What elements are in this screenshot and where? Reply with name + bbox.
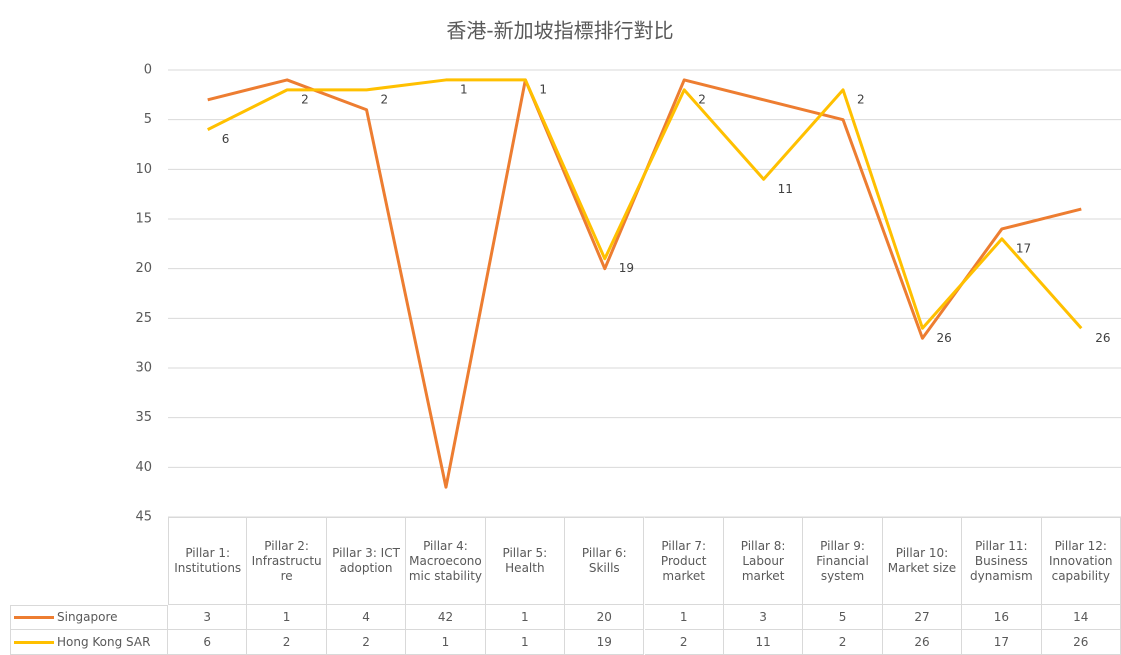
data-label: 6 [222,132,230,146]
y-tick-label: 35 [135,410,152,425]
table-cell: 4 [326,605,407,630]
chart-title: 香港-新加坡指標排行對比 [446,19,673,43]
data-label: 1 [460,82,468,96]
y-tick-label: 15 [135,212,152,227]
table-header: Pillar 6: Skills [565,517,645,605]
y-tick-label: 45 [135,510,152,525]
table-cell: 2 [644,630,724,655]
table-cell: 1 [485,605,566,630]
y-tick-label: 10 [135,162,152,177]
data-label: 26 [1095,331,1110,345]
table-cell: 2 [803,630,883,655]
data-label: 2 [857,92,865,106]
table-cell: 2 [326,630,407,655]
y-tick-label: 20 [135,261,152,276]
table-header: Pillar 1: Institutions [168,517,248,605]
table-header: Pillar 11: Business dynamism [962,517,1042,605]
table-cell: 17 [962,630,1042,655]
table-header: Pillar 12: Innovation capability [1041,517,1121,605]
table-header: Pillar 10: Market size [882,517,963,605]
y-tick-label: 25 [135,311,152,326]
table-header: Pillar 7: Product market [644,517,724,605]
data-label: 11 [778,182,793,196]
table-header: Pillar 3: ICT adoption [326,517,407,605]
table-cell: 1 [485,630,566,655]
table-header: Pillar 9: Financial system [803,517,883,605]
table-header: Pillar 5: Health [485,517,566,605]
table-cell: 16 [962,605,1042,630]
table-cell: 14 [1041,605,1121,630]
table-header: Pillar 2: Infrastructure [247,517,327,605]
data-label: 26 [936,331,951,345]
table-cell: 5 [803,605,883,630]
table-cell: 1 [247,605,327,630]
data-label: 2 [381,92,389,106]
table-cell: 3 [168,605,248,630]
table-cell: 19 [565,630,645,655]
data-label: 17 [1016,241,1031,255]
y-tick-label: 0 [144,63,152,78]
table-cell: 20 [565,605,645,630]
table-header: Pillar 8: Labour market [723,517,804,605]
table-cell: 26 [882,630,963,655]
y-tick-label: 40 [135,460,152,475]
legend-entry: Hong Kong SAR [10,630,168,655]
y-tick-label: 30 [135,361,152,376]
table-cell: 1 [644,605,724,630]
table-cell: 42 [406,605,486,630]
table-cell: 6 [168,630,248,655]
legend-entry: Singapore [10,605,168,630]
line-series [207,78,1082,489]
table-cell: 3 [723,605,804,630]
line-series [207,78,1083,330]
table-cell: 2 [247,630,327,655]
table-cell: 27 [882,605,963,630]
data-label: 2 [301,92,309,106]
y-tick-label: 5 [144,112,152,127]
table-cell: 11 [723,630,804,655]
data-label: 19 [619,261,634,275]
table-cell: 1 [406,630,486,655]
data-label: 1 [539,82,547,96]
table-cell: 26 [1041,630,1121,655]
data-label: 2 [698,92,706,106]
table-header: Pillar 4: Macroeconomic stability [406,517,486,605]
